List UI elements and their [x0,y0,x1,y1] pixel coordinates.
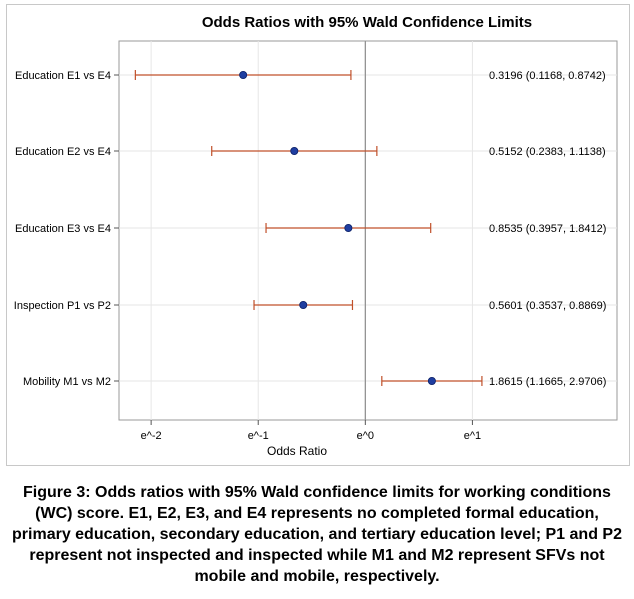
caption-line: (WC) score. E1, E2, E3, and E4 represent… [35,505,599,522]
row-label: Education E2 vs E4 [15,146,111,158]
estimate-point [344,223,353,232]
estimate-point [427,376,436,385]
caption-line: primary education, secondary education, … [12,526,622,543]
row-annotation: 0.5601 (0.3537, 0.8869) [489,300,606,312]
row-annotation: 1.8615 (1.1665, 2.9706) [489,376,606,388]
x-tick-label: e^-2 [141,430,162,442]
row-annotation: 0.3196 (0.1168, 0.8742) [489,70,606,82]
estimate-point [299,300,308,309]
row-label: Inspection P1 vs P2 [14,300,111,312]
caption-line: mobile and mobile, respectively. [194,568,440,585]
estimate-point [239,71,248,80]
figure-caption: Figure 3: Odds ratios with 95% Wald conf… [0,482,634,587]
caption-line: Figure 3: Odds ratios with 95% Wald conf… [23,484,611,501]
x-tick-label: e^1 [464,430,481,442]
chart-title: Odds Ratios with 95% Wald Confidence Lim… [202,14,532,31]
chart-figure: Odds Ratios with 95% Wald Confidence Lim… [6,4,630,466]
x-tick-label: e^-1 [248,430,269,442]
plot-frame [118,40,618,421]
x-axis-label: Odds Ratio [267,444,327,458]
x-tick-label: e^0 [357,430,374,442]
estimate-point [290,146,299,155]
row-label: Education E3 vs E4 [15,223,111,235]
forest-plot: Odds Ratios with 95% Wald Confidence Lim… [14,14,618,458]
row-annotation: 0.5152 (0.2383, 1.1138) [489,146,606,158]
row-label: Education E1 vs E4 [15,70,111,82]
row-label: Mobility M1 vs M2 [23,376,111,388]
row-annotation: 0.8535 (0.3957, 1.8412) [489,223,606,235]
caption-line: represent not inspected and inspected wh… [29,547,605,564]
